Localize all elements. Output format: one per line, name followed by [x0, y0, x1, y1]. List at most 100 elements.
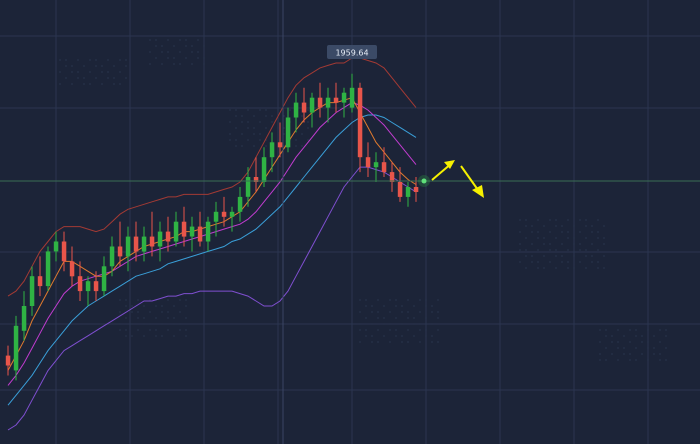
map-dot [161, 45, 163, 47]
map-dot [597, 219, 599, 221]
map-dot [525, 249, 527, 251]
map-dot [125, 317, 127, 319]
map-dot [573, 255, 575, 257]
map-dot [377, 317, 379, 319]
map-dot [229, 121, 231, 123]
map-dot [591, 231, 593, 233]
map-dot [247, 121, 249, 123]
map-dot [537, 261, 539, 263]
candle-body [189, 226, 195, 237]
map-dot [179, 51, 181, 53]
map-dot [525, 225, 527, 227]
arrow-up-head [444, 160, 455, 169]
map-dot [605, 329, 607, 331]
map-dot [359, 299, 361, 301]
map-dot [101, 65, 103, 67]
candle-body [29, 276, 35, 306]
map-dot [525, 267, 527, 269]
map-dot [119, 59, 121, 61]
candle-body [373, 162, 379, 168]
map-dot [107, 77, 109, 79]
map-dot [431, 305, 433, 307]
map-dot [301, 145, 303, 147]
map-dot [437, 341, 439, 343]
map-dot [191, 51, 193, 53]
map-dot [167, 317, 169, 319]
map-dot [555, 249, 557, 251]
candle-body [21, 306, 27, 331]
map-dot [659, 329, 661, 331]
map-dot [413, 317, 415, 319]
map-dot [131, 323, 133, 325]
map-dot [665, 347, 667, 349]
map-dot [265, 127, 267, 129]
map-dot [125, 335, 127, 337]
map-dot [555, 267, 557, 269]
map-dot [597, 267, 599, 269]
map-dot [283, 133, 285, 135]
map-dot [119, 299, 121, 301]
map-dot [407, 329, 409, 331]
map-dot [71, 71, 73, 73]
map-dot [525, 219, 527, 221]
map-dot [161, 323, 163, 325]
map-dot [591, 255, 593, 257]
bollinger-upper-line [7, 57, 417, 297]
map-dot [555, 237, 557, 239]
map-dot [579, 249, 581, 251]
map-dot [149, 329, 151, 331]
map-dot [185, 317, 187, 319]
map-dot [365, 329, 367, 331]
map-dot [635, 359, 637, 361]
map-dot [561, 255, 563, 257]
map-dot [519, 249, 521, 251]
map-dot [629, 341, 631, 343]
map-dot [371, 335, 373, 337]
map-dot [665, 329, 667, 331]
map-dot [599, 341, 601, 343]
map-dot [395, 329, 397, 331]
map-dot [567, 249, 569, 251]
map-dot [377, 329, 379, 331]
map-dot [149, 311, 151, 313]
map-dot [377, 341, 379, 343]
map-dot [307, 139, 309, 141]
map-dot [599, 329, 601, 331]
map-dot [161, 51, 163, 53]
map-dot [59, 83, 61, 85]
candle-body [85, 281, 91, 292]
map-dot [137, 317, 139, 319]
map-dot [247, 109, 249, 111]
map-dot [155, 335, 157, 337]
map-dot [437, 329, 439, 331]
map-dot [125, 65, 127, 67]
map-dot [265, 115, 267, 117]
map-dot [599, 353, 601, 355]
map-dot [641, 341, 643, 343]
map-dot [525, 255, 527, 257]
map-dot [365, 299, 367, 301]
map-dot [537, 267, 539, 269]
map-dot [295, 145, 297, 147]
map-dot [407, 317, 409, 319]
map-dot [425, 299, 427, 301]
map-dot [289, 109, 291, 111]
map-dot [561, 243, 563, 245]
map-dot [573, 225, 575, 227]
map-dot [113, 65, 115, 67]
map-dot [155, 39, 157, 41]
map-dot [549, 249, 551, 251]
map-dot [543, 237, 545, 239]
candle-body [45, 251, 51, 287]
map-dot [591, 243, 593, 245]
map-dot [383, 305, 385, 307]
candle-body [405, 187, 411, 197]
map-dot [125, 299, 127, 301]
map-dot [579, 243, 581, 245]
candle-body [269, 142, 275, 158]
map-dot [371, 323, 373, 325]
map-dot [131, 335, 133, 337]
